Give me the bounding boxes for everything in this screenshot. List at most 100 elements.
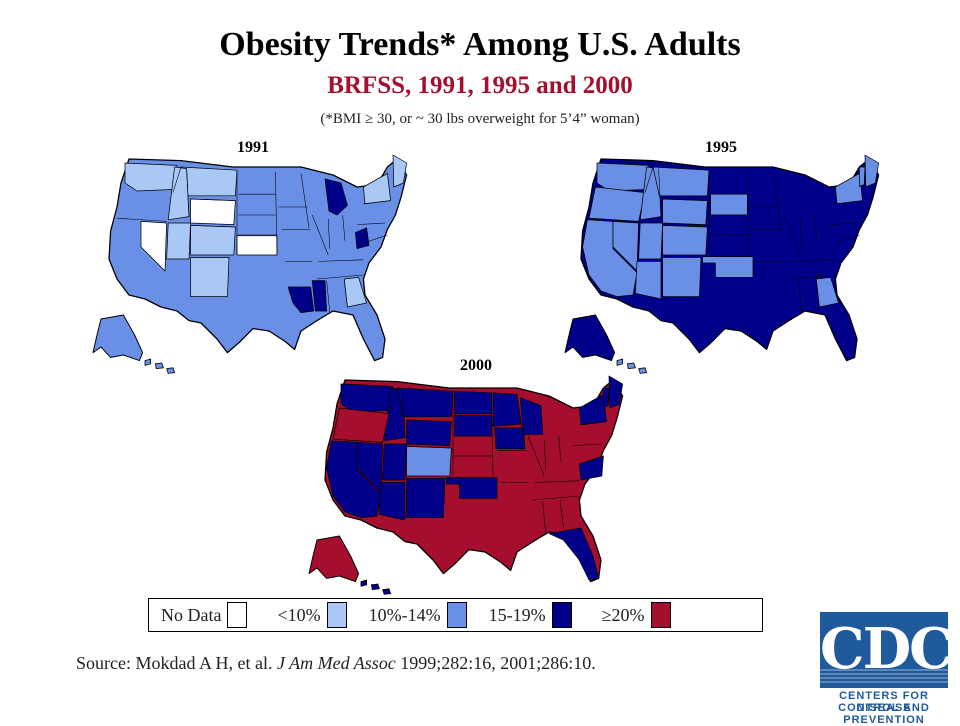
state-border [343,278,348,308]
state-ut [166,222,191,260]
state-border [828,222,858,225]
state-or [588,186,646,222]
state-ut [638,222,663,260]
state-wi [519,397,543,435]
state-border [644,166,654,193]
state-nm [190,257,230,297]
state-border [190,225,236,228]
source-prefix: Source: Mokdad A H, et al. [76,653,277,673]
state-fl [548,527,599,581]
state-border [363,234,388,244]
state-border [326,280,331,313]
state-border [186,168,190,217]
state-mi [324,178,348,216]
state-border [543,439,547,470]
us-map-1995 [564,154,880,374]
state-border [406,446,452,449]
state-vt [859,166,866,187]
state-border [662,225,708,228]
state-wa [596,162,650,192]
state-me [392,154,407,188]
page-subtitle: BRFSS, 1991, 1995 and 2000 [327,72,633,99]
state-border [332,438,383,443]
state-alaska [564,314,616,362]
state-border [798,280,803,313]
state-border [747,171,750,256]
state-wy [406,419,452,446]
state-wy [190,198,236,225]
state-border [275,171,278,256]
state-me [608,375,623,409]
map-2000-label: 2000 [460,357,492,374]
state-az [635,261,662,300]
state-border [311,214,329,256]
state-border [300,173,310,228]
state-border [318,259,364,262]
legend-10-14-swatch [446,602,467,628]
state-border [799,218,803,249]
state-wy [662,198,708,225]
state-la [287,286,315,313]
state-co [406,446,452,477]
source-journal: J Am Med Assoc [276,653,396,673]
state-me [864,154,879,188]
us-map-2000 [308,375,624,595]
legend-lt10-label: <10% [277,604,321,625]
legend-10-14: 10%-14% [369,602,467,628]
state-ia [494,427,526,450]
legend-no-data-swatch [227,602,248,628]
state-co [190,225,236,256]
legend-no-data-label: No Data [161,604,222,625]
state-border [658,168,662,217]
state-border [316,274,364,280]
state-mt [396,387,454,418]
state-hawaii [360,579,391,595]
state-mt [180,166,238,197]
state-border [116,217,167,222]
legend-15-19-label: 15-19% [488,604,546,625]
state-border [190,198,236,201]
state-border [363,200,391,205]
state-nm [406,478,446,518]
state-border [662,198,708,201]
legend-15-19-swatch [551,602,572,628]
bmi-footnote: (*BMI ≥ 30, or ~ 30 lbs overweight for 5… [320,111,640,127]
state-border [588,217,639,222]
state-mn [492,392,522,427]
legend-ge20-swatch [650,602,671,628]
state-border [835,200,863,205]
state-border [788,274,836,280]
state-id [167,166,190,221]
state-ms [311,280,327,312]
state-border [814,214,818,241]
state-ut [382,443,407,481]
cdc-logo-line1: CENTERS FOR DISEASE [839,690,929,714]
state-border [579,421,607,426]
state-mt [652,166,710,197]
state-co [662,225,708,256]
state-wa [124,162,178,192]
state-border [559,499,564,529]
state-border [527,435,545,477]
state-ks [236,235,278,256]
source-suffix: 1999;282:16, 2001;286:10. [395,653,596,673]
us-map-1991 [92,154,408,374]
state-border [534,480,580,483]
cdc-logo-text: CDC [820,616,954,682]
state-sd [710,193,748,216]
state-alaska [308,535,360,583]
legend-10-14-label: 10%-14% [368,604,441,625]
state-ny [835,173,863,205]
state-border [835,234,860,244]
state-vt [603,387,610,408]
state-or [332,407,390,443]
state-ny [363,173,391,205]
state-border [327,218,331,249]
state-border [772,173,782,228]
legend-ge20-label: ≥20% [601,604,645,625]
state-hawaii [616,358,647,374]
cdc-logo-stripes [820,669,948,683]
map-1991-label: 1991 [237,139,269,156]
state-border [532,495,580,501]
state-border [388,387,398,414]
